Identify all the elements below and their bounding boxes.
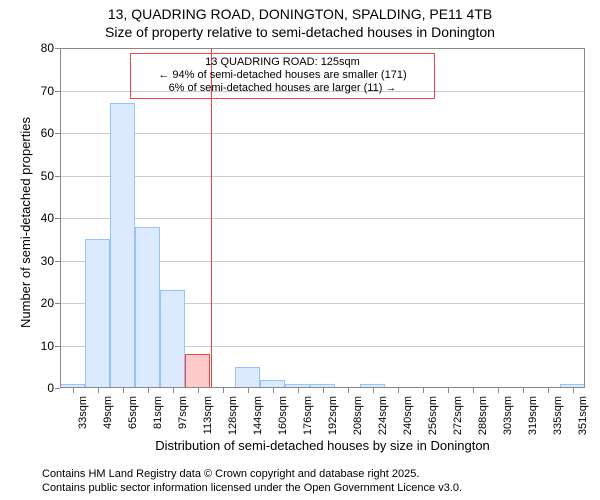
legal-line-2: Contains public sector information licen…	[42, 482, 462, 494]
y-tick-label: 20	[24, 296, 54, 310]
x-tick-label: 256sqm	[427, 396, 439, 440]
y-tick-label: 0	[24, 381, 54, 395]
x-tick-label: 49sqm	[102, 396, 114, 440]
chart-root: 13, QUADRING ROAD, DONINGTON, SPALDING, …	[0, 0, 600, 500]
y-tick-label: 60	[24, 126, 54, 140]
x-tick-label: 144sqm	[252, 396, 264, 440]
x-tick-label: 303sqm	[502, 396, 514, 440]
x-tick-label: 160sqm	[277, 396, 289, 440]
y-tick-label: 80	[24, 41, 54, 55]
annotation-line-2: ← 94% of semi-detached houses are smalle…	[135, 69, 430, 82]
x-tick-label: 128sqm	[227, 396, 239, 440]
x-tick-label: 319sqm	[527, 396, 539, 440]
x-tick-label: 192sqm	[327, 396, 339, 440]
annotation-box: 13 QUADRING ROAD: 125sqm ← 94% of semi-d…	[130, 53, 435, 99]
x-tick-label: 224sqm	[377, 396, 389, 440]
annotation-line-1: 13 QUADRING ROAD: 125sqm	[135, 56, 430, 69]
x-tick-label: 351sqm	[577, 396, 589, 440]
x-tick-label: 176sqm	[302, 396, 314, 440]
y-tick-label: 40	[24, 211, 54, 225]
title-line-1: 13, QUADRING ROAD, DONINGTON, SPALDING, …	[0, 6, 600, 22]
y-tick-label: 50	[24, 169, 54, 183]
x-tick-label: 240sqm	[402, 396, 414, 440]
x-tick-label: 288sqm	[477, 396, 489, 440]
annotation-line-3: 6% of semi-detached houses are larger (1…	[135, 82, 430, 95]
x-axis-label: Distribution of semi-detached houses by …	[60, 438, 585, 453]
x-tick-label: 113sqm	[202, 396, 214, 440]
y-tick-label: 70	[24, 84, 54, 98]
x-tick-label: 272sqm	[452, 396, 464, 440]
plot-border	[60, 48, 585, 388]
x-tick-label: 335sqm	[552, 396, 564, 440]
x-tick-label: 97sqm	[177, 396, 189, 440]
x-tick-label: 81sqm	[152, 396, 164, 440]
y-tick-label: 10	[24, 339, 54, 353]
title-line-2: Size of property relative to semi-detach…	[0, 24, 600, 40]
x-tick-label: 65sqm	[127, 396, 139, 440]
plot-area	[60, 48, 585, 388]
x-tick-label: 208sqm	[352, 396, 364, 440]
y-tick-label: 30	[24, 254, 54, 268]
legal-line-1: Contains HM Land Registry data © Crown c…	[42, 468, 419, 480]
x-tick-label: 33sqm	[77, 396, 89, 440]
